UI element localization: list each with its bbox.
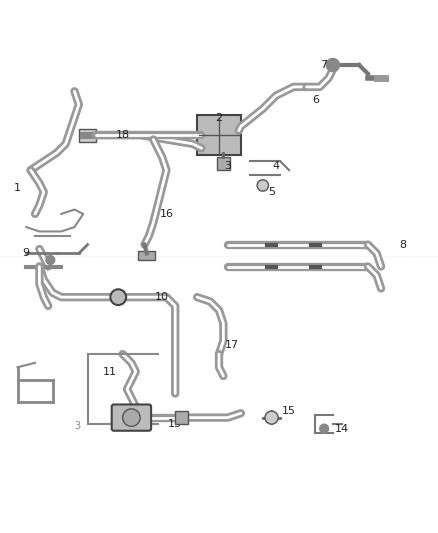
Text: 8: 8 [399,240,406,249]
Text: 3: 3 [224,161,231,171]
Text: 6: 6 [312,95,319,105]
Bar [138,251,155,260]
Circle shape [46,255,55,264]
Text: 2: 2 [215,112,223,123]
Text: 11: 11 [102,367,117,377]
Text: 15: 15 [282,406,296,416]
Circle shape [326,59,339,71]
Text: 10: 10 [155,292,169,302]
Text: 5: 5 [268,187,275,197]
Text: 1: 1 [14,183,21,192]
Text: 13: 13 [168,419,182,429]
Text: 14: 14 [335,424,349,433]
Text: 12: 12 [111,419,125,429]
Text: 4: 4 [272,161,279,171]
FancyBboxPatch shape [197,115,241,155]
Text: 3: 3 [74,421,81,431]
Bar [175,411,188,424]
Text: 7: 7 [321,60,328,70]
Circle shape [110,289,126,305]
FancyBboxPatch shape [112,405,151,431]
Circle shape [257,180,268,191]
Text: 9: 9 [23,248,30,259]
Text: 18: 18 [116,130,130,140]
Circle shape [320,424,328,433]
Bar [79,128,96,142]
Circle shape [123,409,140,426]
Text: 16: 16 [159,209,173,219]
Bar [217,157,230,170]
Text: 17: 17 [225,341,239,350]
Circle shape [265,411,278,424]
